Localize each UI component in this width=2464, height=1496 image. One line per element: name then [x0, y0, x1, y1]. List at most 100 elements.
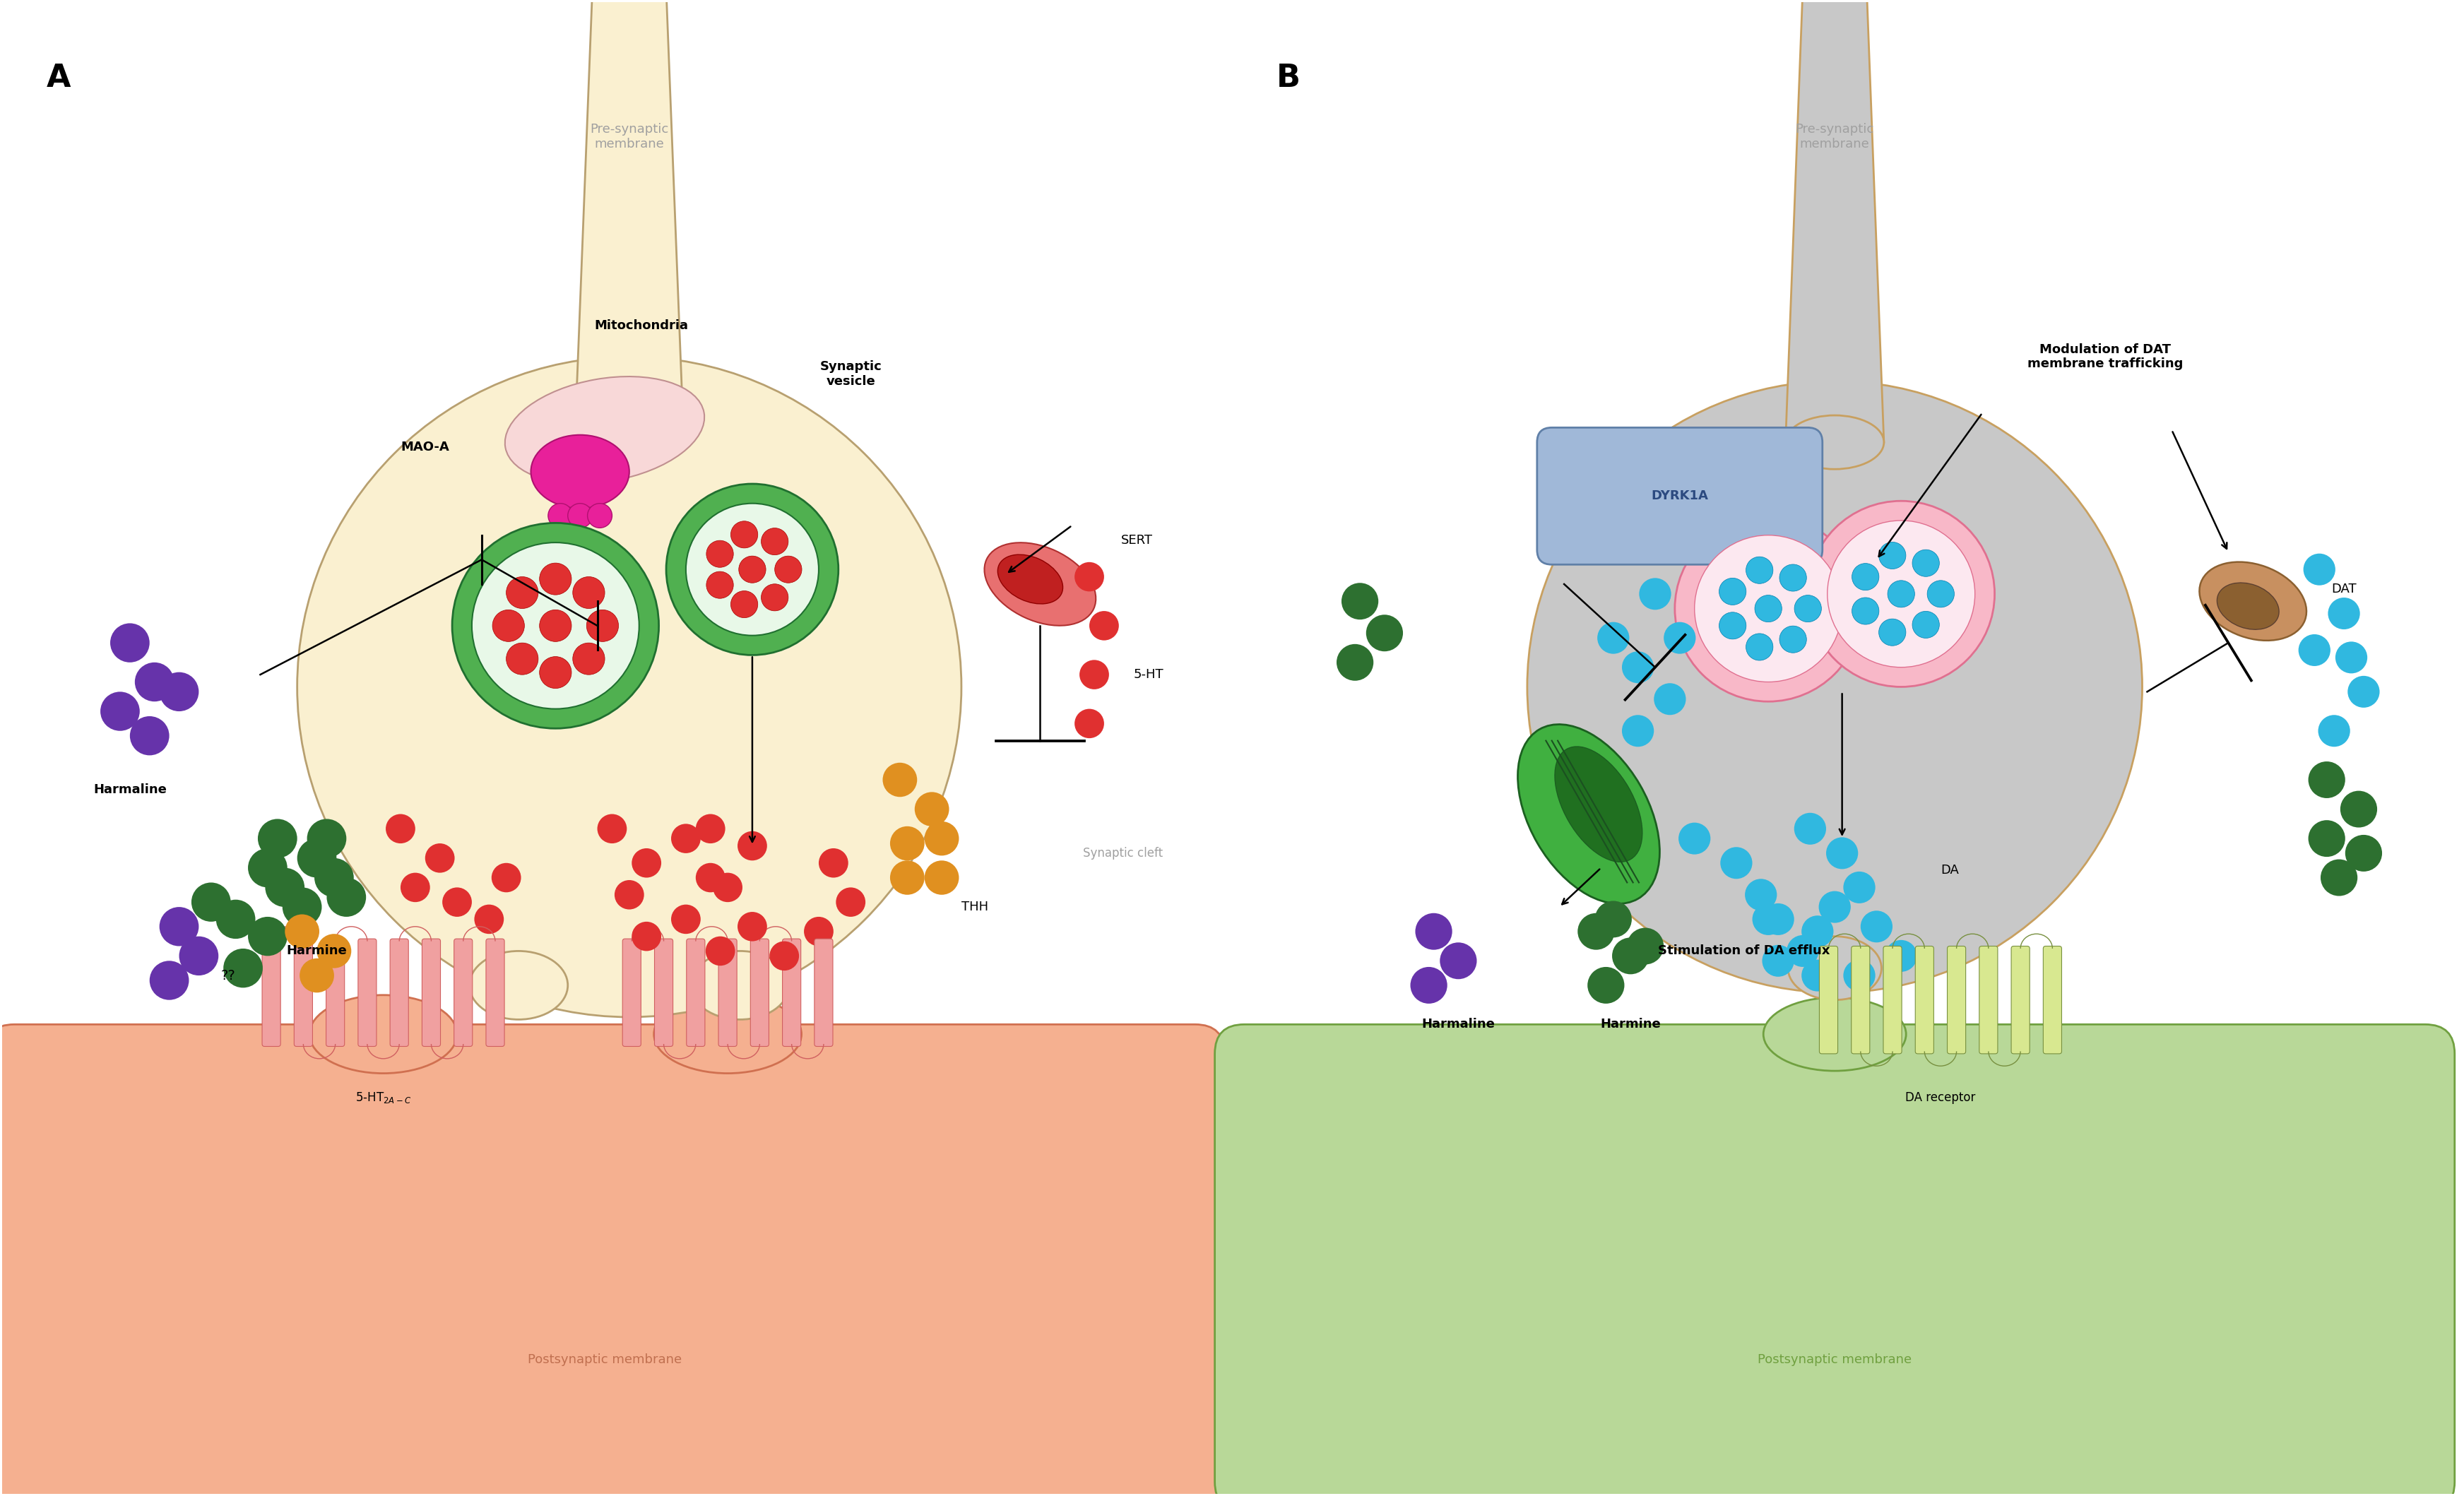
Circle shape	[131, 717, 170, 755]
Text: DA: DA	[1942, 865, 1959, 877]
Circle shape	[631, 848, 660, 878]
Circle shape	[1747, 557, 1774, 583]
Circle shape	[1414, 913, 1451, 950]
Circle shape	[473, 905, 503, 934]
Circle shape	[1074, 709, 1104, 738]
Circle shape	[1828, 521, 1976, 667]
Ellipse shape	[986, 543, 1096, 625]
Text: Synaptic cleft: Synaptic cleft	[1084, 847, 1163, 860]
Circle shape	[586, 610, 618, 642]
Ellipse shape	[567, 503, 591, 528]
Circle shape	[707, 540, 734, 567]
Circle shape	[1754, 595, 1781, 622]
Circle shape	[1927, 580, 1954, 607]
FancyBboxPatch shape	[389, 939, 409, 1046]
Ellipse shape	[505, 377, 705, 483]
Circle shape	[308, 818, 347, 859]
Circle shape	[924, 821, 958, 856]
Circle shape	[572, 643, 604, 675]
Circle shape	[707, 571, 734, 598]
Text: Synaptic
vesicle: Synaptic vesicle	[821, 361, 882, 387]
Circle shape	[1853, 597, 1880, 624]
Circle shape	[890, 826, 924, 860]
Text: Postsynaptic membrane: Postsynaptic membrane	[527, 1354, 683, 1366]
Circle shape	[266, 868, 306, 907]
Circle shape	[2336, 642, 2368, 673]
Text: B: B	[1276, 63, 1301, 93]
Circle shape	[1912, 612, 1939, 639]
Circle shape	[670, 824, 700, 853]
Circle shape	[1779, 625, 1806, 652]
Text: 5-HT$_{2A-C}$: 5-HT$_{2A-C}$	[355, 1091, 411, 1106]
FancyBboxPatch shape	[623, 939, 641, 1046]
Text: Postsynaptic membrane: Postsynaptic membrane	[1757, 1354, 1912, 1366]
Circle shape	[224, 948, 264, 987]
Circle shape	[453, 524, 658, 729]
Circle shape	[1747, 633, 1774, 660]
Circle shape	[217, 899, 256, 939]
Circle shape	[572, 577, 604, 609]
Circle shape	[685, 503, 818, 636]
Ellipse shape	[468, 951, 567, 1019]
Circle shape	[1887, 580, 1915, 607]
FancyBboxPatch shape	[421, 939, 441, 1046]
Circle shape	[1762, 945, 1794, 977]
Circle shape	[249, 848, 288, 887]
Circle shape	[2341, 791, 2378, 827]
Circle shape	[705, 936, 734, 966]
Circle shape	[890, 860, 924, 895]
Circle shape	[1745, 878, 1777, 911]
Circle shape	[924, 860, 958, 895]
Circle shape	[1439, 942, 1476, 980]
Circle shape	[1843, 872, 1875, 904]
Circle shape	[882, 763, 917, 797]
Circle shape	[150, 960, 190, 999]
Circle shape	[1594, 901, 1631, 938]
Circle shape	[402, 872, 431, 902]
Circle shape	[540, 657, 572, 688]
Circle shape	[1653, 684, 1685, 715]
Text: Pre-synaptic
membrane: Pre-synaptic membrane	[1796, 123, 1875, 150]
Circle shape	[101, 691, 140, 732]
Circle shape	[1843, 959, 1875, 992]
Circle shape	[1340, 583, 1377, 619]
Circle shape	[1853, 564, 1880, 591]
Circle shape	[136, 663, 175, 702]
FancyBboxPatch shape	[1538, 428, 1823, 564]
FancyBboxPatch shape	[485, 939, 505, 1046]
Ellipse shape	[2218, 583, 2279, 630]
Circle shape	[614, 880, 643, 910]
Circle shape	[111, 624, 150, 663]
Text: THH: THH	[961, 901, 988, 914]
Circle shape	[1639, 577, 1671, 610]
Circle shape	[426, 844, 456, 872]
Circle shape	[1779, 564, 1806, 591]
Text: Stimulation of DA efflux: Stimulation of DA efflux	[1658, 944, 1831, 957]
Ellipse shape	[998, 555, 1062, 604]
Ellipse shape	[1786, 416, 1885, 470]
Circle shape	[1597, 622, 1629, 654]
Circle shape	[1720, 577, 1747, 604]
Circle shape	[1663, 622, 1695, 654]
Circle shape	[1786, 935, 1818, 966]
Circle shape	[505, 577, 537, 609]
Circle shape	[1577, 913, 1614, 950]
Circle shape	[732, 521, 759, 548]
FancyBboxPatch shape	[325, 939, 345, 1046]
Circle shape	[712, 872, 742, 902]
Circle shape	[1809, 501, 1996, 687]
Circle shape	[160, 672, 200, 711]
Circle shape	[2328, 597, 2361, 630]
Text: SERT: SERT	[1121, 534, 1153, 546]
Circle shape	[2319, 715, 2351, 747]
FancyBboxPatch shape	[357, 939, 377, 1046]
Circle shape	[2304, 554, 2336, 585]
FancyBboxPatch shape	[816, 939, 833, 1046]
FancyBboxPatch shape	[0, 1025, 1225, 1496]
Text: Harmine: Harmine	[1599, 1019, 1661, 1031]
Circle shape	[318, 934, 352, 968]
Polygon shape	[574, 0, 683, 429]
Circle shape	[1335, 645, 1372, 681]
Circle shape	[1818, 892, 1850, 923]
FancyBboxPatch shape	[261, 939, 281, 1046]
